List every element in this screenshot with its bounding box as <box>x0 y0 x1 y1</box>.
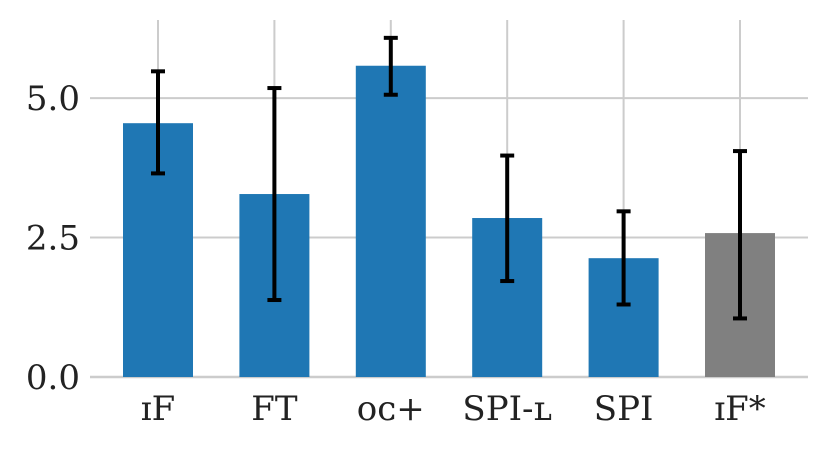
x-tick-label: SPI <box>594 389 654 429</box>
x-axis-ticks: ɪF FT ᴏᴄ+ SPI-ʟ SPI ɪF* <box>141 389 766 429</box>
bars <box>123 65 775 377</box>
bar-3 <box>355 65 426 377</box>
error-bars <box>151 35 747 321</box>
x-tick-label: ɪF <box>141 389 175 429</box>
x-tick-label: ᴏᴄ+ <box>357 389 425 429</box>
y-axis-ticks: 0.0 2.5 5.0 <box>26 79 80 398</box>
x-tick-label: SPI-ʟ <box>462 389 552 429</box>
y-tick-label: 0.0 <box>26 358 80 398</box>
y-tick-label: 5.0 <box>26 79 80 119</box>
grid <box>90 20 808 379</box>
y-tick-label: 2.5 <box>26 219 80 259</box>
x-tick-label: ɪF* <box>714 389 765 429</box>
x-tick-label: FT <box>251 389 298 429</box>
